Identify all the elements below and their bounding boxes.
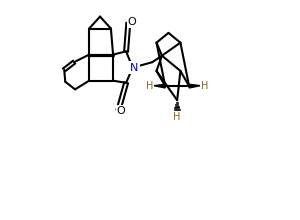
Text: H: H bbox=[146, 81, 154, 91]
Text: H: H bbox=[173, 112, 181, 122]
Text: H: H bbox=[201, 81, 208, 91]
Polygon shape bbox=[189, 84, 200, 88]
Text: O: O bbox=[128, 17, 136, 27]
Polygon shape bbox=[154, 84, 165, 88]
Text: O: O bbox=[117, 106, 125, 116]
Text: N: N bbox=[130, 63, 139, 73]
